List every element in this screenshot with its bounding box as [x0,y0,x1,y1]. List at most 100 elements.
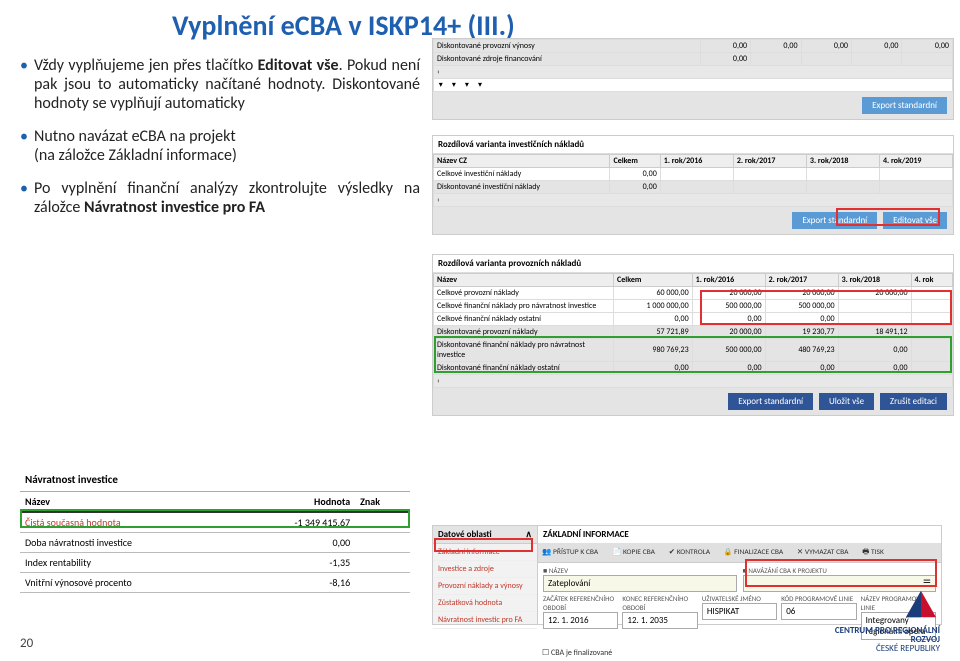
cell-val: 60 000,00 [614,287,693,300]
panel2-buttonrow: Export standardní Editovat vše [433,207,953,234]
bullet-2-a: Nutno navázat eCBA na projekt [34,127,236,146]
cell-val: 0,00 [852,40,902,53]
th: 3. rok/2018 [838,274,911,287]
panel3-caption: Rozdílová varianta provozních nákladů [433,255,953,273]
cell-val: 0,00 [692,362,765,375]
table-row: Vnitřní výnosové procento -8,16 [20,573,410,593]
cancel-edit-button[interactable]: Zrušit editaci [880,393,947,410]
cell-val: 57 721,89 [614,326,693,339]
toolbar-item[interactable]: 🖶 TISK [862,546,890,559]
toolbar-item[interactable]: 👥 PŘÍSTUP K CBA [542,547,604,557]
cell-val: 20 000,00 [838,287,911,300]
cell-val: 0,00 [751,40,801,53]
cell-val [911,313,952,326]
cell-name: Čistá současná hodnota [20,512,235,533]
bullet-1: Vždy vyplňujeme jen přes tlačítko Editov… [20,56,420,113]
toolbar: 👥 PŘÍSTUP K CBA 📄 KOPIE CBA ✔ KONTROLA F… [538,543,941,563]
th: 2. rok/2017 [733,155,806,168]
date-input[interactable]: 12. 1. 2016 [543,612,618,629]
th: 4. rok [911,274,952,287]
toolbar-item[interactable]: 📄 KOPIE CBA [612,547,661,557]
table-header-row: Název Hodnota Znak [20,492,410,512]
cell-val: 480 769,23 [765,339,838,362]
bullet-1-bold: Editovat vše [258,56,339,75]
cell-name: Diskontované provozní náklady [434,326,614,339]
cell-name: Celkové finanční náklady ostatní [434,313,614,326]
table-row: Celkové investiční náklady 0,00 [434,168,953,181]
cell-val: 0,00 [692,313,765,326]
cell-name: Diskontované finanční náklady pro návrat… [434,339,614,362]
cell-val: 0,00 [610,168,660,181]
cell-val: 1 000 000,00 [614,300,693,313]
cell-val: -1 349 415,67 [235,512,356,533]
panel-2: Rozdílová varianta investičních nákladů … [432,135,954,235]
cell-val: 500 000,00 [765,300,838,313]
cell-val [911,287,952,300]
main-tab-label: ZÁKLADNÍ INFORMACE [538,526,941,543]
th: 4. rok/2019 [879,155,952,168]
sidebar-item[interactable]: Investice a zdroje [433,561,537,578]
bullet-3: Po vyplnění finanční analýzy zkontrolujt… [20,179,420,217]
export-button[interactable]: Export standardní [792,212,877,229]
sidebar-item[interactable]: Zůstatková hodnota [433,595,537,612]
export-button[interactable]: Export standardní [728,393,813,410]
panel1-table: Diskontované provozní výnosy 0,00 0,00 0… [433,39,953,92]
scroll-row: ‹ [434,66,953,79]
th: Název [434,274,614,287]
cell-val [838,300,911,313]
table-row: Diskontované provozní náklady 57 721,89 … [434,326,953,339]
th: 1. rok/2016 [692,274,765,287]
th: Znak [355,492,410,512]
scroll-row: ‹ [434,194,953,207]
cell-val: 0,00 [765,313,838,326]
table-row: Celkové finanční náklady pro návratnost … [434,300,953,313]
cell-val: 0,00 [902,40,953,53]
th: Hodnota [235,492,356,512]
cell-val: 0,00 [610,181,660,194]
sidebar-header: Datové oblasti ∧ [433,526,537,544]
cell-val: 20 000,00 [692,287,765,300]
cell-val: 0,00 [838,362,911,375]
cell-val [838,313,911,326]
cell-val [911,300,952,313]
table-header-row: Název CZ Celkem 1. rok/2016 2. rok/2017 … [434,155,953,168]
panel-1: Diskontované provozní výnosy 0,00 0,00 0… [432,38,954,120]
cell-name: Diskontované investiční náklady [434,181,610,194]
edit-all-button[interactable]: Editovat vše [883,212,947,229]
cell-name: Doba návratnosti investice [20,533,235,553]
table-row: Index rentability -1,35 [20,553,410,573]
cell-name: Diskontované provozní výnosy [434,40,701,53]
th: Celkem [610,155,660,168]
bullet-list: Vždy vyplňujeme jen přes tlačítko Editov… [20,56,420,231]
cell-val: 18 491,12 [838,326,911,339]
export-button[interactable]: Export standardní [862,97,947,114]
save-all-button[interactable]: Uložit vše [819,393,874,410]
sidebar-item[interactable]: Provozní náklady a výnosy [433,578,537,595]
th: 1. rok/2016 [660,155,733,168]
cell-name: Celkové finanční náklady pro návratnost … [434,300,614,313]
sidebar-item[interactable]: Základní informace [433,544,537,561]
toolbar-item[interactable]: ✔ KONTROLA [669,547,716,557]
cell-val: 0,00 [801,40,851,53]
panel2-table: Název CZ Celkem 1. rok/2016 2. rok/2017 … [433,154,953,207]
cell-val: -1,35 [235,553,356,573]
sidebar-item[interactable]: Návratnost investic pro FA [433,612,537,629]
th: Název [20,492,235,512]
field-label: KONEC REFERENČNÍHO OBDOBÍ [622,594,697,612]
cell-val: 20 000,00 [765,287,838,300]
panel3-buttonrow: Export standardní Uložit vše Zrušit edit… [433,388,953,415]
cell-val: 0,00 [765,362,838,375]
menu-icon[interactable]: ☰ [923,578,931,589]
cell-name: Vnitřní výnosové procento [20,573,235,593]
cell-val: 19 230,77 [765,326,838,339]
th: 2. rok/2017 [765,274,838,287]
toolbar-item[interactable]: ✕ VYMAZAT CBA [797,547,855,557]
navratnost-table: Návratnost investice Název Hodnota Znak … [20,468,410,593]
date-input[interactable]: 12. 1. 2035 [622,612,697,629]
toolbar-item[interactable]: FINALIZACE CBA [724,547,789,557]
panel1-buttonrow: Export standardní [433,92,953,119]
nazev-input[interactable]: Zateplování [543,575,737,592]
text-input: HISPIKAT [702,603,777,620]
dropdown-row: ▾ ▾ ▾ ▾ [434,79,953,92]
page-number: 20 [20,636,33,651]
